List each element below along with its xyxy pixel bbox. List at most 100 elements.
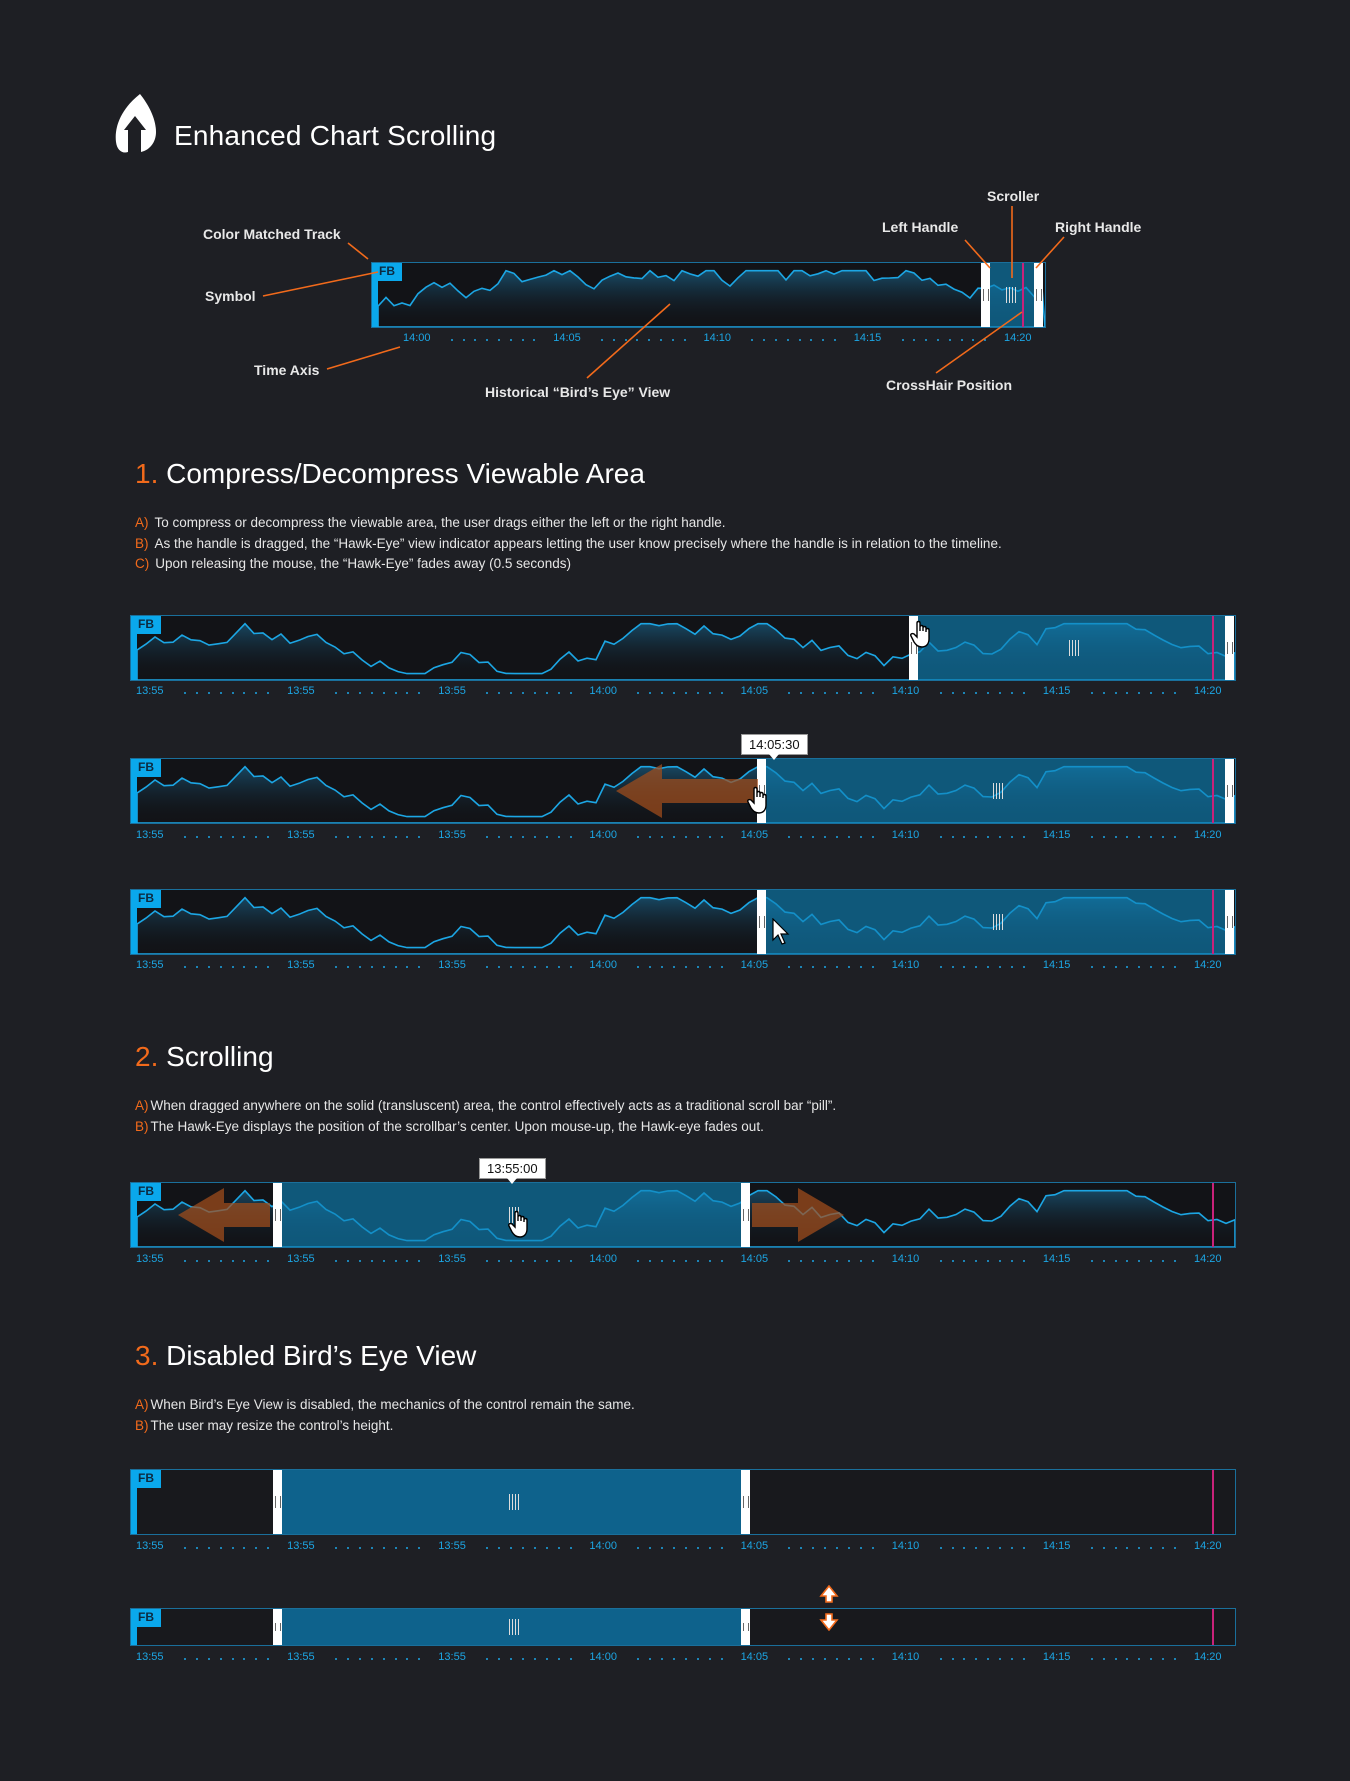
axis-dot: [545, 1658, 548, 1660]
axis-dot: [1126, 836, 1129, 838]
scroller[interactable]: [277, 1470, 743, 1534]
axis-dot: [871, 1260, 874, 1262]
right-handle[interactable]: [741, 1183, 750, 1247]
axis-dot: [1090, 1547, 1093, 1549]
axis-dot: [1138, 692, 1141, 694]
time-tick: 13:55: [136, 1651, 164, 1663]
time-tick: 14:20: [1194, 685, 1222, 697]
left-handle[interactable]: [273, 1609, 282, 1645]
resize-vertical-icon[interactable]: [819, 1585, 839, 1631]
axis-dot: [673, 836, 676, 838]
scroller[interactable]: [913, 616, 1227, 680]
axis-dot: [871, 836, 874, 838]
axis-dot: [219, 1260, 222, 1262]
axis-dot: [649, 692, 652, 694]
axis-dot: [1126, 966, 1129, 968]
crosshair-position: [1212, 1470, 1214, 1534]
axis-dot: [800, 1547, 803, 1549]
scroller-grip[interactable]: [1069, 640, 1079, 656]
axis-dot: [812, 692, 815, 694]
axis-dot: [557, 836, 560, 838]
axis-dot: [936, 339, 939, 341]
right-handle[interactable]: [1225, 616, 1234, 680]
axis-dot: [370, 1547, 373, 1549]
crosshair-position: [1212, 759, 1214, 823]
left-handle[interactable]: [909, 616, 918, 680]
axis-dot: [486, 692, 489, 694]
left-handle[interactable]: [273, 1183, 282, 1247]
hawk-eye-tooltip: 14:05:30: [741, 734, 808, 760]
time-tick: 13:55: [438, 1540, 466, 1552]
axis-dot: [1090, 692, 1093, 694]
axis-dot: [1126, 1547, 1129, 1549]
crosshair-position: [1022, 263, 1024, 327]
axis-dot: [418, 1547, 421, 1549]
axis-dot: [999, 836, 1002, 838]
time-tick: 14:10: [891, 1253, 920, 1265]
scroller-grip[interactable]: [1006, 287, 1016, 303]
right-handle[interactable]: [741, 1609, 750, 1645]
axis-dot: [859, 836, 862, 838]
axis-dot: [637, 836, 640, 838]
axis-dot: [231, 1547, 234, 1549]
axis-dot: [1150, 1547, 1153, 1549]
axis-dot: [660, 339, 663, 341]
time-tick: 14:05: [740, 1540, 769, 1552]
overview-track: FB: [371, 262, 1046, 328]
time-tick: 13:55: [438, 1651, 466, 1663]
axis-dot: [637, 1547, 640, 1549]
axis-dot: [987, 966, 990, 968]
axis-dot: [486, 1547, 489, 1549]
axis-dot: [382, 692, 385, 694]
right-handle[interactable]: [741, 1470, 750, 1534]
axis-dot: [569, 1260, 572, 1262]
right-handle[interactable]: [1034, 263, 1043, 327]
axis-dot: [1090, 1658, 1093, 1660]
time-tick: 13:55: [287, 1540, 315, 1552]
axis-dot: [696, 1658, 699, 1660]
axis-dot: [1011, 1547, 1014, 1549]
scroller-grip[interactable]: [993, 783, 1003, 799]
axis-dot: [649, 1260, 652, 1262]
time-tick: 14:15: [1042, 685, 1071, 697]
axis-dot: [370, 966, 373, 968]
right-handle[interactable]: [1225, 890, 1234, 954]
axis-dot: [1174, 1658, 1177, 1660]
axis-dot: [987, 692, 990, 694]
time-tick: 13:55: [287, 1651, 315, 1663]
scroller-grip[interactable]: [993, 914, 1003, 930]
scroller-grip[interactable]: [509, 1494, 519, 1510]
scroller-grip[interactable]: [509, 1619, 519, 1635]
scroller[interactable]: [761, 759, 1227, 823]
axis-dot: [231, 692, 234, 694]
time-tick: 14:05: [740, 685, 769, 697]
scroller[interactable]: [277, 1609, 743, 1645]
axis-dot: [684, 966, 687, 968]
axis-dot: [346, 1658, 349, 1660]
right-handle[interactable]: [1225, 759, 1234, 823]
axis-dot: [533, 836, 536, 838]
axis-dot: [462, 339, 465, 341]
left-handle[interactable]: [981, 263, 990, 327]
color-matched-track: [131, 1183, 137, 1247]
axis-dot: [267, 836, 270, 838]
axis-dot: [219, 692, 222, 694]
left-handle[interactable]: [757, 890, 766, 954]
scroller[interactable]: [985, 263, 1035, 327]
axis-dot: [708, 966, 711, 968]
axis-dot: [601, 339, 604, 341]
section1-steps: A) To compress or decompress the viewable…: [135, 513, 1002, 575]
axis-dot: [925, 339, 928, 341]
axis-dot: [1138, 1547, 1141, 1549]
scroller[interactable]: [761, 890, 1227, 954]
time-tick: 14:20: [1194, 1540, 1222, 1552]
axis-dot: [207, 692, 210, 694]
axis-dot: [848, 966, 850, 968]
axis-dot: [569, 692, 572, 694]
axis-dot: [684, 1547, 687, 1549]
axis-dot: [545, 1547, 548, 1549]
scroller[interactable]: [277, 1183, 743, 1247]
left-handle[interactable]: [273, 1470, 282, 1534]
axis-dot: [394, 966, 397, 968]
axis-dot: [720, 1547, 723, 1549]
